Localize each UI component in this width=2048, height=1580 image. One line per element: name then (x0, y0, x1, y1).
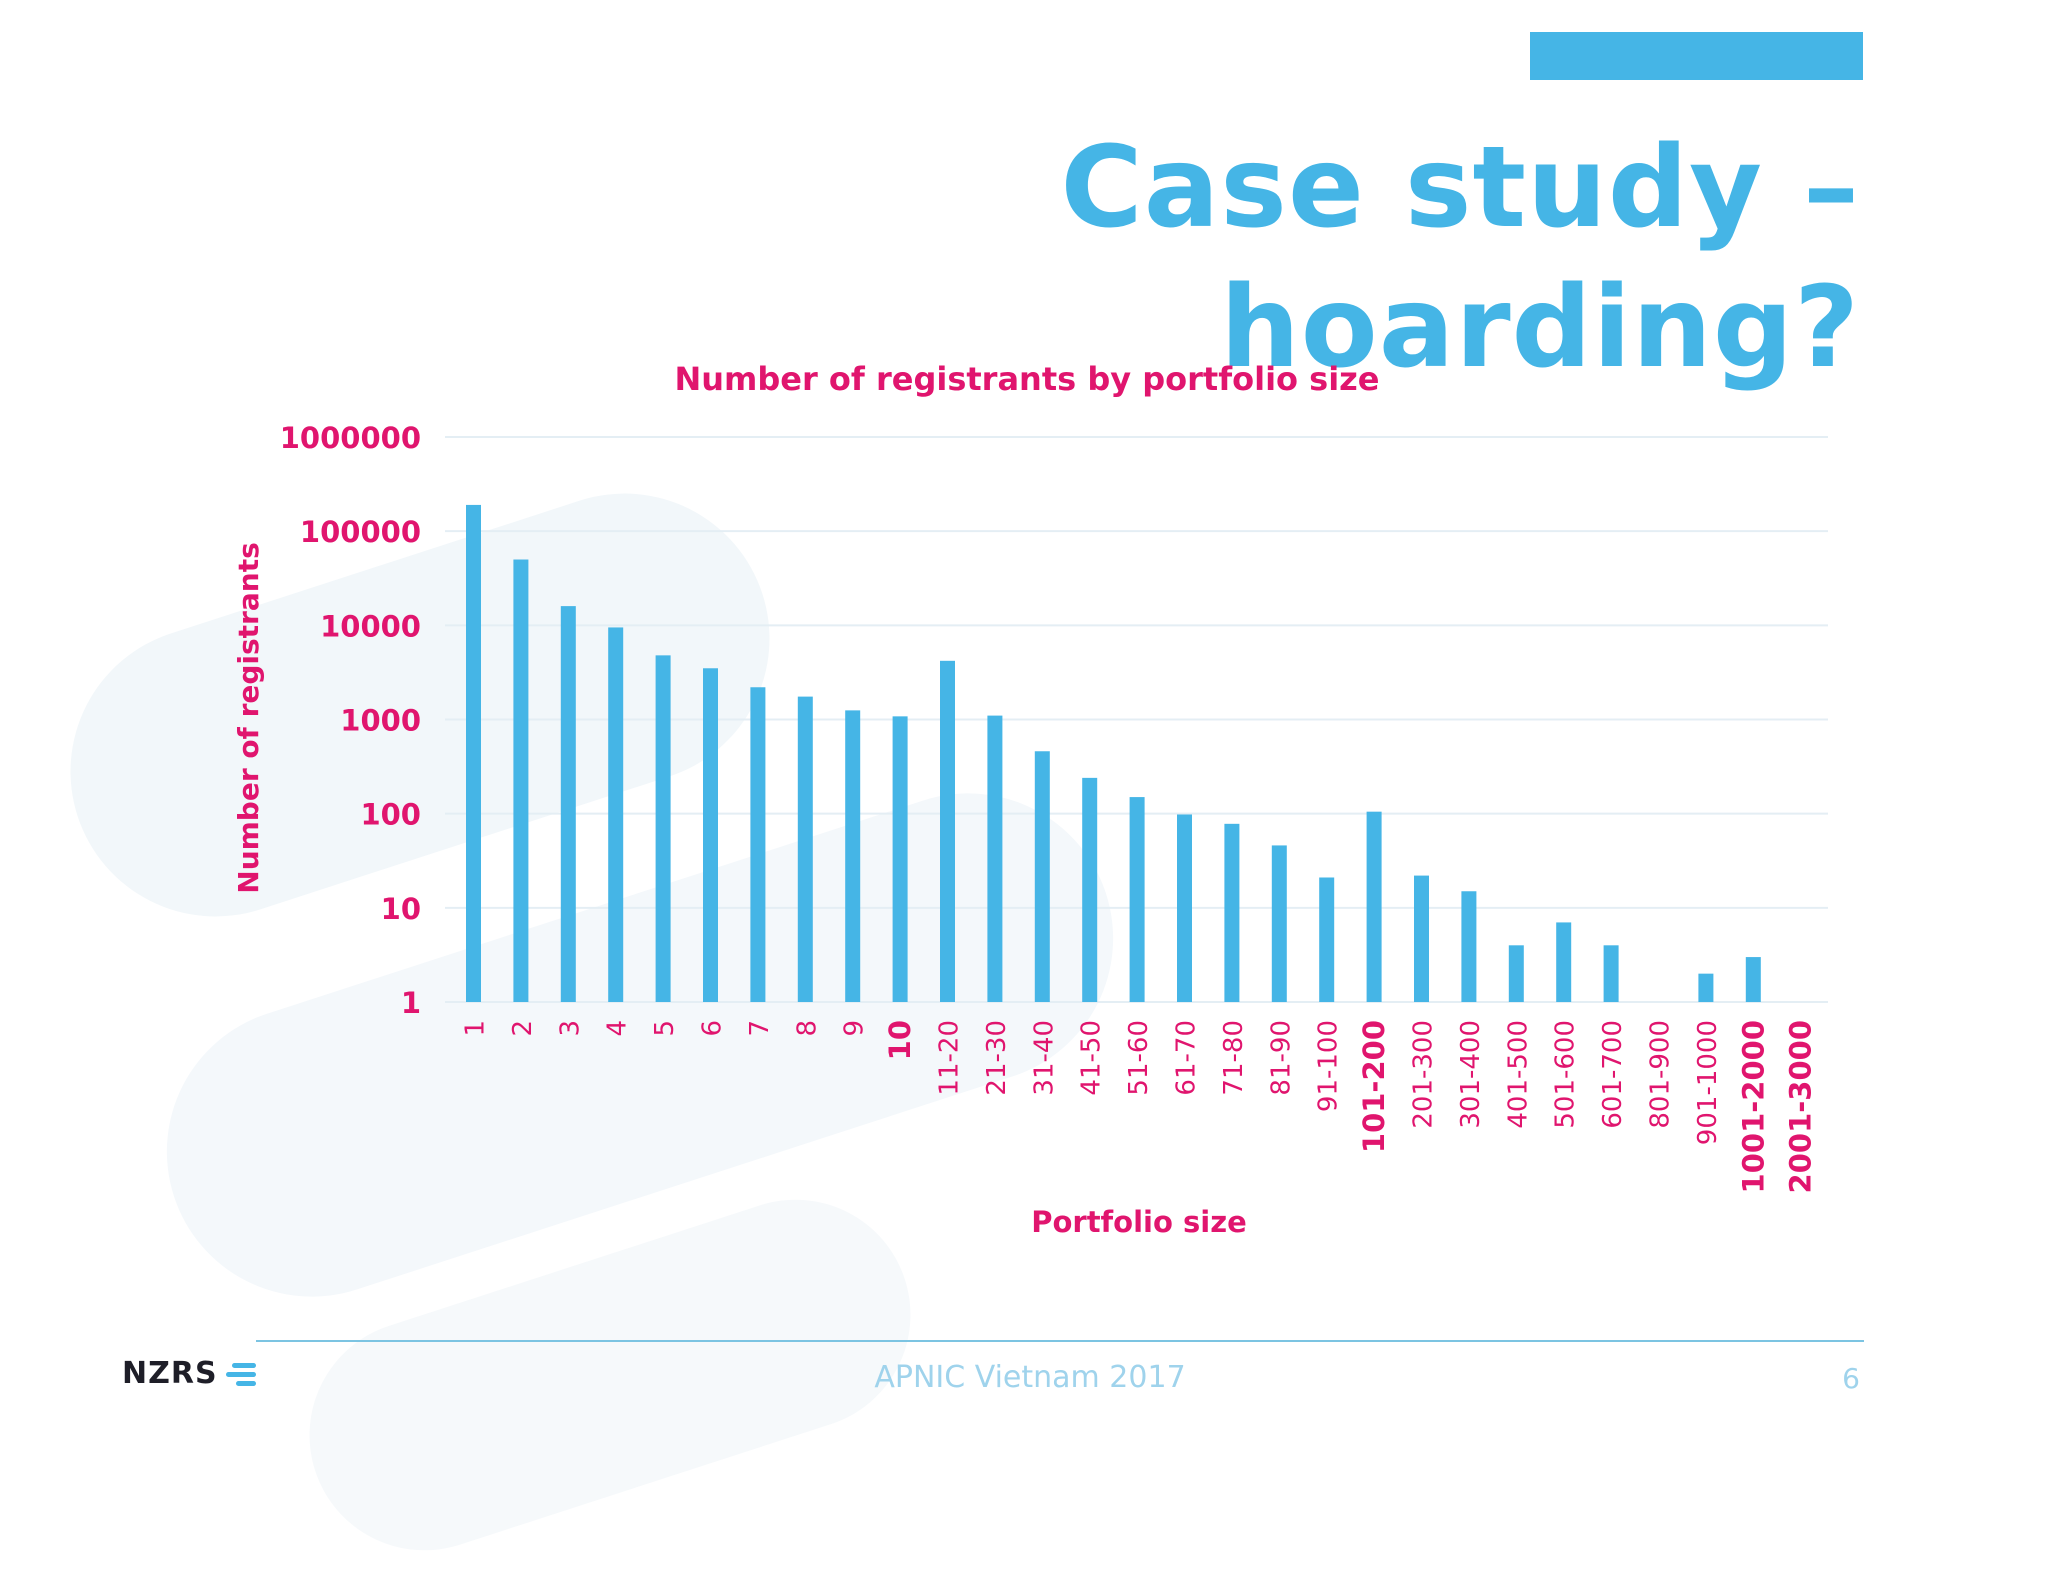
bar-8 (797, 696, 813, 1002)
y-tick-label: 100 (360, 798, 421, 832)
page-number: 6 (1842, 1362, 1860, 1395)
x-axis-label: Portfolio size (1031, 1205, 1247, 1239)
x-tick-label: 7 (745, 1020, 775, 1037)
logo-text: NZRS (122, 1356, 218, 1391)
x-tick-label: 3 (555, 1020, 585, 1037)
bar-71-80 (1224, 823, 1240, 1002)
x-tick-label: 801-900 (1646, 1020, 1676, 1129)
bar-9 (845, 710, 861, 1002)
accent-bar (1530, 32, 1863, 80)
x-tick-label: 601-700 (1598, 1020, 1628, 1129)
x-tick-label: 11-20 (935, 1020, 965, 1096)
y-axis-label: Number of registrants (232, 542, 265, 893)
x-tick-label: 4 (603, 1020, 633, 1037)
bar-61-70 (1177, 814, 1192, 1002)
bar-601-700 (1603, 945, 1619, 1002)
footer-event: APNIC Vietnam 2017 (874, 1360, 1186, 1395)
bar-1001-2000 (1745, 957, 1761, 1002)
bar-31-40 (1034, 751, 1050, 1002)
y-tick-label: 1000000 (280, 421, 421, 455)
bars (466, 504, 1761, 1002)
y-tick-label: 1000 (340, 704, 421, 738)
bar-41-50 (1082, 777, 1098, 1002)
x-tick-label: 501-600 (1551, 1020, 1581, 1129)
bar-2 (513, 559, 529, 1002)
y-tick-label: 100000 (300, 515, 421, 549)
bar-6 (703, 668, 718, 1002)
bar-10 (892, 716, 908, 1002)
x-tick-label: 41-50 (1077, 1020, 1107, 1096)
x-tick-label: 101-200 (1357, 1020, 1391, 1153)
x-tick-label: 1 (461, 1020, 491, 1037)
x-axis-ticks: 1 2 3 4 5 6 7 8 9 10 11-20 21-30 31-40 41-50 51-60 61-7… (461, 1020, 1818, 1193)
slide-title: Case study – hoarding? (1060, 123, 1860, 393)
x-tick-label: 10 (883, 1020, 917, 1060)
bar-7 (750, 687, 766, 1002)
y-axis-ticks: 1000000 100000 10000 1000 100 10 1 (280, 421, 421, 1020)
x-tick-label: 5 (650, 1020, 680, 1037)
bar-91-100 (1319, 877, 1335, 1002)
y-tick-label: 10 (381, 892, 421, 926)
y-tick-label: 1 (401, 986, 421, 1020)
x-tick-label: 1001-2000 (1736, 1020, 1770, 1193)
bar-301-400 (1461, 891, 1477, 1002)
bar-3 (560, 606, 576, 1002)
bar-901-1000 (1698, 973, 1714, 1002)
x-tick-label: 51-60 (1124, 1020, 1154, 1096)
bar-101-200 (1366, 811, 1382, 1002)
nzrs-logo: NZRS (122, 1356, 256, 1391)
x-tick-label: 2 (508, 1020, 538, 1037)
x-tick-label: 301-400 (1456, 1020, 1486, 1129)
bar-81-90 (1271, 845, 1287, 1002)
x-tick-label: 9 (840, 1020, 870, 1037)
bar-chart: Number of registrants by portfolio size … (232, 360, 1828, 1239)
x-tick-label: 2001-3000 (1784, 1020, 1818, 1193)
x-tick-label: 901-1000 (1693, 1020, 1723, 1145)
footer-divider (256, 1340, 1864, 1342)
x-tick-label: 8 (792, 1020, 822, 1037)
chart-title: Number of registrants by portfolio size (674, 360, 1379, 398)
logo-lines-icon (222, 1359, 256, 1389)
x-tick-label: 6 (698, 1020, 728, 1037)
bar-4 (608, 627, 624, 1002)
x-tick-label: 401-500 (1503, 1020, 1533, 1129)
bar-1 (466, 504, 481, 1002)
x-tick-label: 201-300 (1409, 1020, 1439, 1129)
x-tick-label: 81-90 (1266, 1020, 1296, 1096)
bar-51-60 (1129, 797, 1145, 1002)
bar-5 (655, 655, 671, 1002)
bar-11-20 (940, 660, 955, 1002)
y-tick-label: 10000 (320, 609, 421, 643)
x-tick-label: 71-80 (1219, 1020, 1249, 1096)
x-tick-label: 61-70 (1172, 1020, 1202, 1096)
bar-201-300 (1414, 875, 1429, 1002)
x-tick-label: 21-30 (982, 1020, 1012, 1096)
x-tick-label: 31-40 (1029, 1020, 1059, 1096)
bar-401-500 (1508, 945, 1524, 1002)
bar-501-600 (1556, 922, 1572, 1002)
bar-21-30 (987, 715, 1003, 1002)
x-tick-label: 91-100 (1314, 1020, 1344, 1112)
